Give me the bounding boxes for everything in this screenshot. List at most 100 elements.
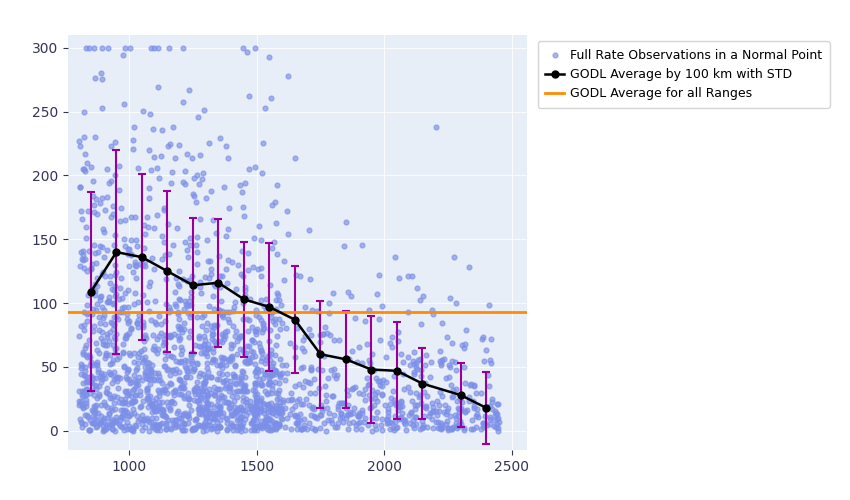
Full Rate Observations in a Normal Point (95, 74, 109, 82)
Full Rate Observations in a Normal Point (293, 416, 307, 424)
Full Rate Observations in a Normal Point (164, 380, 178, 388)
Full Rate Observations in a Normal Point (135, 354, 149, 362)
Full Rate Observations in a Normal Point (415, 417, 428, 425)
Full Rate Observations in a Normal Point (142, 418, 156, 426)
Full Rate Observations in a Normal Point (105, 404, 118, 411)
Full Rate Observations in a Normal Point (171, 308, 184, 316)
Full Rate Observations in a Normal Point (391, 406, 405, 414)
Full Rate Observations in a Normal Point (94, 402, 108, 409)
Full Rate Observations in a Normal Point (100, 330, 114, 338)
Full Rate Observations in a Normal Point (227, 410, 241, 418)
Full Rate Observations in a Normal Point (204, 400, 218, 408)
Full Rate Observations in a Normal Point (122, 387, 135, 395)
Full Rate Observations in a Normal Point (213, 361, 227, 369)
Full Rate Observations in a Normal Point (201, 340, 214, 348)
Full Rate Observations in a Normal Point (107, 320, 121, 328)
Full Rate Observations in a Normal Point (237, 383, 251, 391)
Full Rate Observations in a Normal Point (202, 140, 216, 147)
Full Rate Observations in a Normal Point (88, 134, 101, 141)
Full Rate Observations in a Normal Point (168, 300, 182, 308)
Full Rate Observations in a Normal Point (465, 425, 479, 433)
Full Rate Observations in a Normal Point (239, 398, 252, 406)
Full Rate Observations in a Normal Point (169, 358, 183, 366)
Full Rate Observations in a Normal Point (206, 416, 219, 424)
Full Rate Observations in a Normal Point (217, 393, 230, 401)
Full Rate Observations in a Normal Point (220, 327, 234, 335)
Full Rate Observations in a Normal Point (265, 370, 279, 378)
Full Rate Observations in a Normal Point (425, 414, 439, 422)
Full Rate Observations in a Normal Point (164, 424, 178, 432)
Full Rate Observations in a Normal Point (431, 412, 445, 420)
Full Rate Observations in a Normal Point (225, 354, 239, 362)
Full Rate Observations in a Normal Point (197, 404, 211, 412)
Full Rate Observations in a Normal Point (490, 400, 504, 408)
GODL Average by 100 km with STD (392, 368, 402, 374)
Full Rate Observations in a Normal Point (137, 396, 150, 404)
Full Rate Observations in a Normal Point (120, 388, 133, 396)
Full Rate Observations in a Normal Point (163, 380, 177, 388)
Full Rate Observations in a Normal Point (201, 404, 214, 411)
Full Rate Observations in a Normal Point (87, 418, 100, 426)
Full Rate Observations in a Normal Point (106, 202, 120, 209)
Full Rate Observations in a Normal Point (369, 374, 382, 382)
Full Rate Observations in a Normal Point (90, 394, 104, 402)
Full Rate Observations in a Normal Point (308, 389, 321, 397)
Full Rate Observations in a Normal Point (397, 385, 411, 393)
Full Rate Observations in a Normal Point (264, 378, 277, 386)
GODL Average by 100 km with STD (481, 405, 491, 411)
Full Rate Observations in a Normal Point (103, 272, 116, 280)
Full Rate Observations in a Normal Point (129, 262, 143, 270)
Full Rate Observations in a Normal Point (251, 422, 264, 430)
Full Rate Observations in a Normal Point (174, 383, 188, 391)
Full Rate Observations in a Normal Point (159, 421, 173, 429)
Full Rate Observations in a Normal Point (270, 181, 284, 189)
Full Rate Observations in a Normal Point (426, 424, 439, 432)
Full Rate Observations in a Normal Point (95, 374, 109, 382)
Full Rate Observations in a Normal Point (151, 376, 165, 384)
Full Rate Observations in a Normal Point (201, 368, 215, 376)
Full Rate Observations in a Normal Point (215, 338, 229, 345)
Full Rate Observations in a Normal Point (139, 388, 153, 396)
Full Rate Observations in a Normal Point (490, 410, 504, 418)
Full Rate Observations in a Normal Point (88, 288, 101, 296)
Full Rate Observations in a Normal Point (204, 270, 218, 278)
Full Rate Observations in a Normal Point (145, 422, 159, 430)
Full Rate Observations in a Normal Point (222, 308, 235, 316)
Full Rate Observations in a Normal Point (452, 422, 466, 430)
Full Rate Observations in a Normal Point (466, 396, 479, 404)
Full Rate Observations in a Normal Point (100, 298, 114, 306)
Full Rate Observations in a Normal Point (160, 300, 173, 308)
Full Rate Observations in a Normal Point (206, 410, 219, 418)
Full Rate Observations in a Normal Point (403, 388, 416, 396)
Full Rate Observations in a Normal Point (254, 346, 268, 354)
Full Rate Observations in a Normal Point (191, 422, 205, 430)
Full Rate Observations in a Normal Point (156, 407, 170, 415)
Full Rate Observations in a Normal Point (183, 327, 196, 335)
Full Rate Observations in a Normal Point (211, 423, 224, 431)
Full Rate Observations in a Normal Point (128, 422, 142, 430)
Full Rate Observations in a Normal Point (94, 69, 108, 77)
Full Rate Observations in a Normal Point (234, 403, 247, 411)
Full Rate Observations in a Normal Point (109, 345, 122, 353)
Full Rate Observations in a Normal Point (238, 373, 252, 381)
Full Rate Observations in a Normal Point (224, 423, 237, 431)
Full Rate Observations in a Normal Point (261, 414, 275, 422)
Full Rate Observations in a Normal Point (301, 378, 314, 386)
Full Rate Observations in a Normal Point (223, 355, 236, 363)
Full Rate Observations in a Normal Point (242, 316, 256, 324)
Full Rate Observations in a Normal Point (146, 402, 160, 409)
Full Rate Observations in a Normal Point (212, 306, 226, 314)
Full Rate Observations in a Normal Point (190, 360, 204, 368)
Full Rate Observations in a Normal Point (98, 374, 111, 382)
Full Rate Observations in a Normal Point (77, 388, 91, 396)
Full Rate Observations in a Normal Point (132, 298, 145, 306)
Full Rate Observations in a Normal Point (261, 400, 275, 407)
Full Rate Observations in a Normal Point (172, 414, 185, 422)
Full Rate Observations in a Normal Point (274, 326, 287, 334)
Full Rate Observations in a Normal Point (218, 398, 231, 406)
Full Rate Observations in a Normal Point (150, 426, 164, 434)
Full Rate Observations in a Normal Point (264, 423, 278, 431)
Full Rate Observations in a Normal Point (192, 410, 206, 418)
Full Rate Observations in a Normal Point (95, 244, 109, 252)
Full Rate Observations in a Normal Point (109, 261, 122, 269)
